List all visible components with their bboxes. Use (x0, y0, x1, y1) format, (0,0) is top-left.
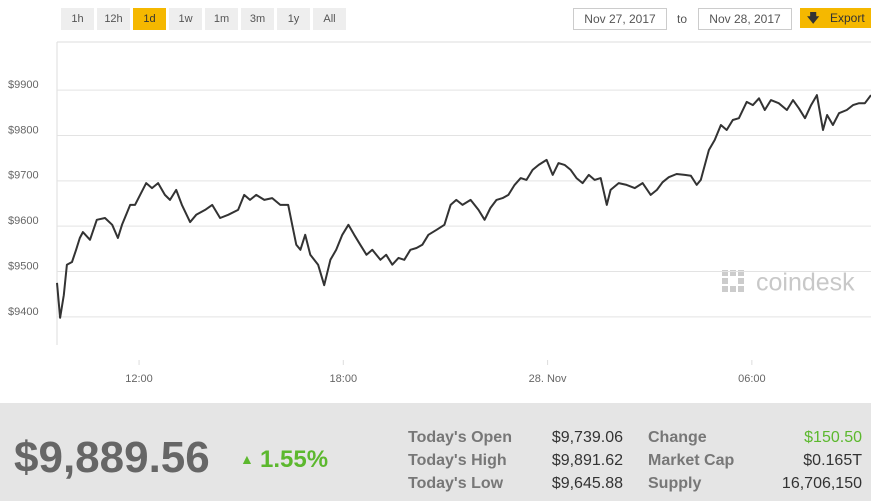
price: $9,889.56 (14, 433, 210, 482)
export-icon: 🡇 (807, 11, 820, 25)
stat-label: Today's Low (408, 475, 504, 492)
range-button[interactable]: All (313, 8, 346, 30)
y-tick-label: $9700 (8, 170, 39, 182)
export-button[interactable]: 🡇 Export (800, 8, 871, 28)
y-tick-label: $9400 (8, 306, 39, 318)
to-date[interactable]: Nov 28, 2017 (698, 8, 792, 30)
watermark: coindesk (756, 269, 855, 297)
stat-value: $0.165T (803, 452, 862, 469)
range-button[interactable]: 3m (241, 8, 274, 30)
range-button[interactable]: 1h (61, 8, 94, 30)
chart: coindesk $9400 $9500 $9600 $9700 $9800 $9900 1… (8, 41, 871, 385)
stat-value: $150.50 (804, 429, 862, 446)
stat-value: $9,891.62 (551, 452, 623, 469)
stat-value: $9,739.06 (551, 429, 623, 446)
stat-label: Change (648, 429, 707, 446)
stat-label: Today's Open (408, 429, 512, 446)
y-tick-label: $9600 (8, 215, 39, 227)
range-button[interactable]: 1w (169, 8, 202, 30)
stat-label: Supply (648, 475, 702, 492)
range-button[interactable]: 1m (205, 8, 238, 30)
summary-panel: $9,889.56 ▲ 1.55% Today's Open $9,739.06 C… (0, 403, 871, 501)
price-line (56, 94, 871, 319)
x-tick-label: 28. Nov (529, 373, 567, 385)
stat-label: Today's High (408, 452, 507, 469)
export-label: Export (830, 11, 865, 25)
y-tick-label: $9800 (8, 124, 39, 136)
stat-value: $9,645.88 (551, 475, 623, 492)
x-tick-label: 06:00 (738, 373, 766, 385)
up-arrow: ▲ (240, 451, 254, 467)
stat-label: Market Cap (648, 452, 735, 469)
range-button[interactable]: 1d (133, 8, 166, 30)
y-tick-label: $9900 (8, 79, 39, 91)
from-date[interactable]: Nov 27, 2017 (573, 8, 667, 30)
range-button[interactable]: 1y (277, 8, 310, 30)
to-label: to (677, 12, 688, 26)
change-percent: 1.55% (260, 446, 329, 473)
x-tick-label: 18:00 (330, 373, 358, 385)
x-tick-label: 12:00 (125, 373, 153, 385)
watermark-icon (722, 270, 744, 292)
stat-value: 16,706,150 (781, 475, 862, 492)
y-tick-label: $9500 (8, 260, 39, 272)
range-button[interactable]: 12h (97, 8, 130, 30)
